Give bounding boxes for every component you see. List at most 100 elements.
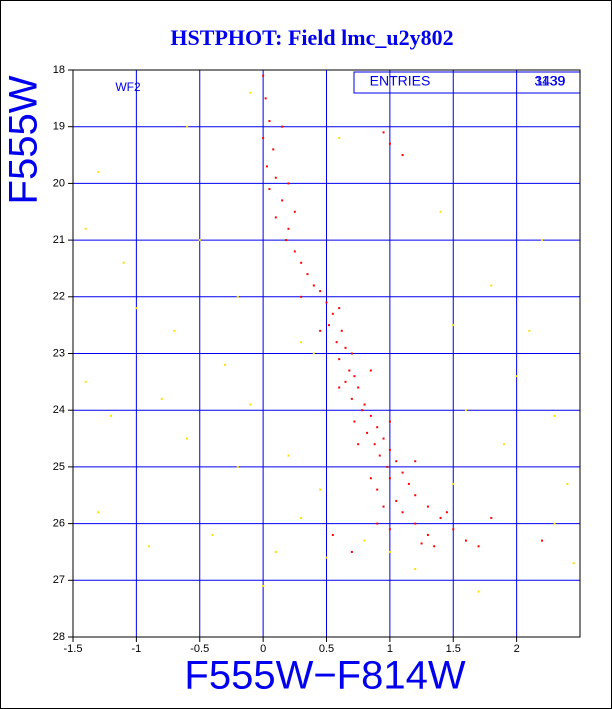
point bbox=[198, 239, 201, 242]
y-tick-label: 21 bbox=[53, 234, 65, 246]
grid bbox=[68, 69, 580, 642]
point bbox=[268, 188, 271, 191]
point bbox=[272, 148, 275, 151]
point bbox=[388, 477, 391, 480]
point bbox=[281, 125, 284, 128]
point bbox=[401, 511, 404, 514]
point bbox=[284, 239, 287, 242]
point bbox=[319, 329, 322, 332]
point bbox=[363, 539, 366, 542]
point bbox=[350, 397, 353, 400]
point bbox=[338, 358, 341, 361]
point bbox=[452, 324, 455, 327]
entries-value: 3439 bbox=[534, 73, 565, 89]
point bbox=[350, 550, 353, 553]
y-tick-label: 28 bbox=[53, 631, 65, 643]
point bbox=[378, 454, 381, 457]
point bbox=[331, 533, 334, 536]
point bbox=[414, 567, 417, 570]
point bbox=[401, 471, 404, 474]
point bbox=[388, 142, 391, 145]
point bbox=[274, 216, 277, 219]
point bbox=[515, 375, 518, 378]
point bbox=[350, 352, 353, 355]
y-tick-label: 27 bbox=[53, 574, 65, 586]
point bbox=[274, 176, 277, 179]
point bbox=[338, 307, 341, 310]
point bbox=[300, 261, 303, 264]
x-tick-label: -0.5 bbox=[190, 643, 209, 655]
point bbox=[366, 431, 369, 434]
point bbox=[236, 465, 239, 468]
point bbox=[249, 403, 252, 406]
point bbox=[335, 341, 338, 344]
point bbox=[414, 494, 417, 497]
x-tick-label: 1 bbox=[387, 643, 393, 655]
point bbox=[395, 460, 398, 463]
point bbox=[173, 329, 176, 332]
point bbox=[382, 437, 385, 440]
point bbox=[160, 397, 163, 400]
point bbox=[376, 426, 379, 429]
point bbox=[236, 295, 239, 298]
point bbox=[262, 137, 265, 140]
point bbox=[502, 443, 505, 446]
point bbox=[386, 465, 389, 468]
point bbox=[540, 539, 543, 542]
point bbox=[388, 528, 391, 531]
point bbox=[407, 482, 410, 485]
point bbox=[528, 329, 531, 332]
point bbox=[84, 227, 87, 230]
point bbox=[426, 505, 429, 508]
point bbox=[84, 380, 87, 383]
point bbox=[477, 545, 480, 548]
point bbox=[464, 409, 467, 412]
x-tick-label: 1.5 bbox=[446, 643, 461, 655]
y-tick-label: 24 bbox=[53, 404, 65, 416]
point bbox=[224, 363, 227, 366]
point bbox=[369, 369, 372, 372]
x-tick-label: 0 bbox=[260, 643, 266, 655]
point bbox=[325, 301, 328, 304]
point bbox=[382, 131, 385, 134]
x-tick-label: 0.5 bbox=[319, 643, 334, 655]
point bbox=[426, 533, 429, 536]
point bbox=[325, 556, 328, 559]
point bbox=[293, 210, 296, 213]
point bbox=[287, 454, 290, 457]
point bbox=[395, 499, 398, 502]
point bbox=[369, 414, 372, 417]
y-tick-label: 19 bbox=[53, 121, 65, 133]
y-tick-label: 25 bbox=[53, 461, 65, 473]
point bbox=[148, 545, 151, 548]
point bbox=[338, 137, 341, 140]
point bbox=[312, 284, 315, 287]
y-tick-label: 23 bbox=[53, 347, 65, 359]
x-axis-label: F555W−F814W bbox=[184, 654, 465, 698]
point bbox=[264, 97, 267, 100]
point bbox=[331, 312, 334, 315]
point bbox=[401, 154, 404, 157]
point bbox=[553, 414, 556, 417]
point bbox=[262, 74, 265, 77]
point bbox=[439, 210, 442, 213]
point bbox=[268, 120, 271, 123]
point bbox=[388, 420, 391, 423]
point bbox=[572, 562, 575, 565]
point bbox=[363, 403, 366, 406]
point bbox=[477, 590, 480, 593]
point bbox=[340, 329, 343, 332]
entries-label: ENTRIES bbox=[370, 73, 431, 89]
point bbox=[319, 488, 322, 491]
point bbox=[540, 239, 543, 242]
point bbox=[300, 516, 303, 519]
point bbox=[369, 477, 372, 480]
point bbox=[211, 533, 214, 536]
point bbox=[97, 171, 100, 174]
y-tick-label: 26 bbox=[53, 518, 65, 530]
plot-frame bbox=[72, 69, 581, 638]
x-tick-label: -1 bbox=[131, 643, 141, 655]
point bbox=[353, 375, 356, 378]
chart-title: HSTPHOT: Field lmc_u2y802 bbox=[170, 25, 453, 50]
